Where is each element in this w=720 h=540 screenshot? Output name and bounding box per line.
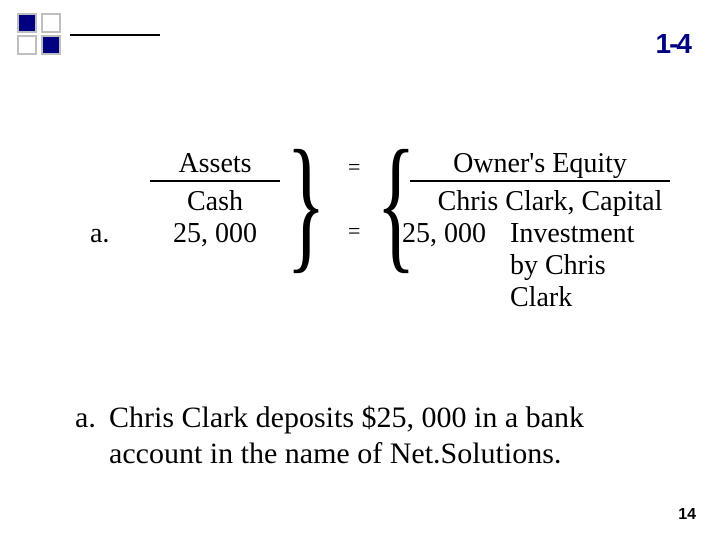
section-number: 1-4 <box>656 28 690 60</box>
description: a.Chris Clark deposits $25, 000 in a ban… <box>75 400 665 472</box>
equals-sign-2: = <box>348 218 360 244</box>
equals-sign-1: = <box>348 154 360 180</box>
equity-value: 25, 000 <box>402 218 486 250</box>
equity-note-line2: by Chris <box>510 250 634 282</box>
equity-note: Investment by Chris Clark <box>510 218 634 315</box>
description-label: a. <box>75 400 109 436</box>
equity-account-label: Chris Clark, Capital <box>410 186 690 218</box>
page-number: 14 <box>678 506 696 524</box>
equity-note-line3: Clark <box>510 282 634 314</box>
slide: 1-4 Assets Owner's Equity = Cash a. 25, … <box>0 0 720 540</box>
equity-note-line1: Investment <box>510 218 634 250</box>
brace-right: } <box>286 128 326 278</box>
description-line2: account in the name of Net.Solutions. <box>75 436 665 472</box>
assets-header: Assets <box>150 148 280 182</box>
equity-header: Owner's Equity <box>410 148 670 182</box>
description-line1: Chris Clark deposits $25, 000 in a bank <box>109 401 584 434</box>
assets-value: 25, 000 <box>150 218 280 250</box>
corner-decoration <box>0 0 160 60</box>
assets-account-label: Cash <box>150 186 280 218</box>
row-label: a. <box>90 218 109 250</box>
